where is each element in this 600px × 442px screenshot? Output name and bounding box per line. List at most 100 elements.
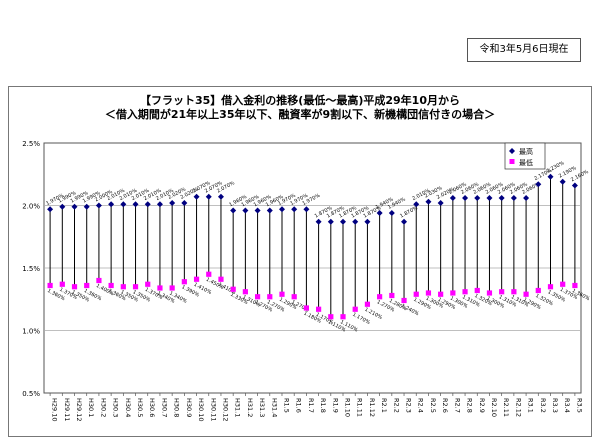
x-tick-label: H31.2 xyxy=(246,398,254,417)
high-marker xyxy=(120,201,127,208)
low-marker xyxy=(291,294,297,300)
high-marker xyxy=(498,195,505,201)
x-tick-label: H29.10 xyxy=(51,398,59,422)
low-marker xyxy=(547,284,554,290)
low-marker xyxy=(425,290,432,296)
high-marker xyxy=(401,218,408,225)
low-marker xyxy=(303,305,309,311)
x-tick-label: R2.8 xyxy=(466,398,474,413)
low-marker xyxy=(145,281,151,287)
high-marker xyxy=(132,201,139,208)
high-marker xyxy=(388,210,395,216)
high-marker xyxy=(169,200,176,206)
x-tick-label: H31.4 xyxy=(270,398,278,417)
legend-high-label: 最高 xyxy=(519,147,533,156)
low-marker xyxy=(242,289,248,295)
x-tick-label: R1.7 xyxy=(307,398,315,413)
low-marker xyxy=(352,306,358,312)
x-tick-label: R1.12 xyxy=(368,398,376,417)
low-marker xyxy=(499,289,505,295)
high-marker xyxy=(449,195,456,201)
low-marker xyxy=(364,301,371,307)
x-tick-label: R3.4 xyxy=(563,398,571,413)
high-marker xyxy=(156,201,163,208)
high-marker xyxy=(108,201,115,208)
x-tick-label: R2.10 xyxy=(490,398,498,417)
low-marker xyxy=(157,285,163,291)
legend-box xyxy=(504,142,546,170)
high-marker xyxy=(230,207,237,214)
x-tick-label: H30.3 xyxy=(112,398,120,417)
chart-title: 【フラット35】借入金利の推移(最低～最高)平成29年10月から xyxy=(140,94,460,107)
high-marker xyxy=(242,207,249,214)
high-marker xyxy=(376,210,383,216)
low-marker xyxy=(438,291,444,297)
high-marker xyxy=(193,193,200,200)
high-marker xyxy=(559,178,566,185)
high-marker xyxy=(437,200,444,206)
low-marker xyxy=(279,291,285,297)
x-tick-label: H30.9 xyxy=(185,398,193,417)
low-marker xyxy=(413,291,419,297)
low-marker xyxy=(47,282,53,289)
low-marker xyxy=(450,290,456,296)
x-tick-label: H31.3 xyxy=(258,398,266,417)
low-marker xyxy=(84,282,90,289)
x-tick-label: R2.1 xyxy=(380,398,388,413)
low-marker xyxy=(71,284,78,290)
high-marker xyxy=(474,195,481,201)
high-marker xyxy=(71,203,78,210)
low-marker xyxy=(462,289,468,295)
high-marker xyxy=(266,207,273,214)
y-tick-label: 1.5% xyxy=(22,265,40,273)
low-marker xyxy=(486,290,493,296)
high-marker xyxy=(327,218,334,225)
x-tick-label: R2.9 xyxy=(478,398,486,413)
as-of-date-box: 令和3年5月6日現在 xyxy=(467,38,581,62)
x-tick-label: R1.5 xyxy=(282,398,290,413)
x-tick-label: H30.10 xyxy=(197,398,205,422)
high-marker xyxy=(425,198,432,205)
low-marker xyxy=(572,282,578,289)
low-marker xyxy=(340,314,346,320)
high-marker xyxy=(535,181,542,188)
x-tick-label: R2.6 xyxy=(441,398,449,413)
low-marker xyxy=(169,285,175,291)
low-marker xyxy=(132,284,139,290)
high-marker xyxy=(144,201,151,208)
x-tick-label: H30.2 xyxy=(99,398,107,417)
x-tick-label: R1.8 xyxy=(319,398,327,413)
high-marker xyxy=(205,193,212,200)
high-marker xyxy=(291,206,298,213)
x-tick-label: H30.7 xyxy=(160,398,168,417)
x-tick-label: H29.11 xyxy=(63,398,71,422)
y-tick-label: 2.0% xyxy=(22,203,40,211)
low-marker xyxy=(206,271,212,277)
x-tick-label: R2.3 xyxy=(405,398,413,413)
high-marker xyxy=(95,202,102,209)
y-tick-label: 0.5% xyxy=(22,390,40,398)
low-marker xyxy=(511,289,517,295)
x-tick-label: H30.5 xyxy=(136,398,144,417)
low-marker xyxy=(560,281,566,287)
low-marker xyxy=(474,287,480,294)
x-tick-label: R1.10 xyxy=(344,398,352,417)
x-tick-label: H30.1 xyxy=(87,398,95,417)
x-tick-label: R3.5 xyxy=(575,398,583,413)
x-tick-label: R2.11 xyxy=(502,398,510,417)
legend-low-label: 最低 xyxy=(519,158,533,167)
low-marker xyxy=(328,314,334,320)
high-marker xyxy=(510,195,517,201)
x-tick-label: R2.12 xyxy=(514,398,522,417)
legend-high-marker xyxy=(509,148,515,154)
y-tick-label: 1.0% xyxy=(22,328,40,336)
high-marker xyxy=(486,195,493,201)
low-marker xyxy=(59,281,65,287)
high-marker xyxy=(571,182,578,189)
high-marker xyxy=(523,195,530,201)
x-tick-label: H31.1 xyxy=(234,398,242,417)
low-marker xyxy=(230,286,236,292)
high-marker xyxy=(254,207,261,214)
low-marker xyxy=(193,276,200,282)
